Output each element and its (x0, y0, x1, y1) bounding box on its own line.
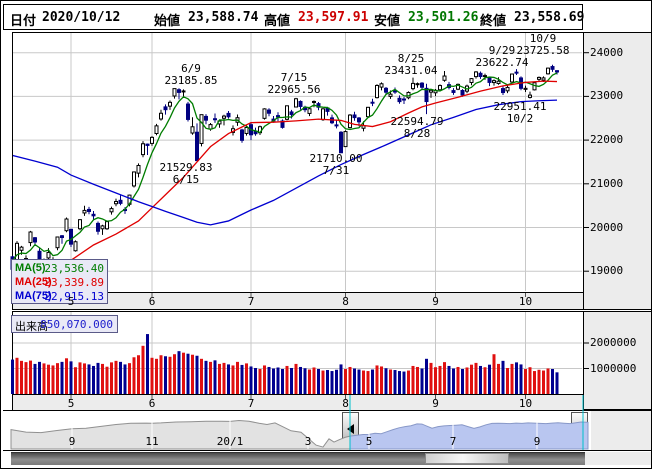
navigator-right-filler (591, 411, 651, 450)
low-label: 安値 (374, 13, 401, 28)
month-label-volume: 5 (67, 397, 75, 410)
ma25-row: MA(25) 23,339.89 (12, 275, 107, 289)
navigator-label: 9 (533, 435, 541, 448)
volume-legend: 出来高 850,070.000 (11, 315, 118, 333)
ma5-row: MA(5) 23,536.40 (12, 261, 107, 275)
price-axis-strip (583, 32, 651, 310)
quote-header: 日付 2020/10/12 始値 23,588.74 高値 23,597.91 … (3, 4, 585, 30)
scrollbar-thumb[interactable] (425, 453, 509, 464)
price-axis-label: 19000 (590, 264, 624, 278)
navigator-right-handle-button[interactable] (571, 412, 588, 445)
annotation-swing-low: 21710.00 7/31 (309, 152, 363, 177)
high-value: 23,597.91 (298, 10, 369, 25)
volume-axis-strip (583, 311, 651, 410)
month-label: 8 (342, 295, 349, 308)
volume-axis-label: 1000000 (590, 361, 637, 375)
open-value: 23,588.74 (188, 10, 259, 25)
ma25-value: 23,339.89 (44, 276, 104, 289)
month-label-volume: 7 (247, 397, 255, 410)
month-label-volume: 6 (148, 397, 156, 410)
navigator-label: 5 (365, 435, 373, 448)
volume-axis-label: 2000000 (590, 336, 637, 349)
date-label: 日付 (10, 13, 37, 28)
annotation-swing-low: 22594.79 8/28 (390, 115, 444, 140)
annotation-swing-high: 7/15 22965.56 (267, 71, 321, 96)
high-label: 高値 (264, 13, 291, 28)
ma5-value: 23,536.40 (44, 262, 104, 275)
annotation-swing-low: 21529.83 6/15 (159, 161, 213, 186)
annotation-swing-high: 10/9 23725.58 (516, 32, 570, 57)
price-axis-label: 22000 (590, 133, 624, 147)
month-label-volume: 10 (518, 397, 533, 410)
ma5-label: MA(5) (15, 262, 46, 274)
volume-value: 850,070.000 (40, 318, 113, 331)
ma75-value: 22,915.13 (44, 290, 104, 303)
low-value: 23,501.26 (408, 10, 479, 25)
right-arrow-icon (576, 423, 583, 434)
ma75-row: MA(75) 22,915.13 (12, 289, 107, 303)
annotation-swing-high: 9/29 23622.74 (475, 44, 529, 69)
month-label: 10 (518, 295, 533, 308)
price-axis-label: 21000 (590, 176, 624, 190)
navigator-label: 3 (304, 435, 312, 448)
price-axis-label: 24000 (590, 45, 624, 59)
annotation-swing-low: 22951.41 10/2 (493, 100, 547, 125)
volume-label: 出来高 (15, 321, 48, 333)
month-label: 6 (148, 295, 156, 308)
price-axis-label: 20000 (590, 220, 624, 234)
navigator-label: 9 (68, 435, 76, 448)
price-axis-label: 23000 (590, 89, 624, 103)
date-value: 2020/10/12 (42, 10, 121, 25)
navigator-label: 20/1 (216, 435, 244, 448)
volume-xaxis-strip (12, 394, 584, 411)
month-label: 9 (432, 295, 439, 308)
scrollbar-right-filler (585, 452, 651, 465)
month-label: 7 (247, 295, 255, 308)
annotation-swing-high: 6/9 23185.85 (164, 62, 218, 87)
navigator-label: 11 (145, 435, 159, 448)
month-label: 5 (67, 295, 75, 308)
month-label-volume: 8 (342, 397, 349, 410)
close-label: 終値 (480, 13, 507, 28)
navigator-label: 7 (449, 435, 457, 448)
range-navigator[interactable] (3, 410, 651, 451)
close-value: 23,558.69 (514, 10, 585, 25)
month-label-volume: 9 (432, 397, 439, 410)
open-label: 始値 (154, 13, 181, 28)
ma75-label: MA(75) (15, 290, 52, 302)
left-arrow-icon (347, 423, 354, 434)
